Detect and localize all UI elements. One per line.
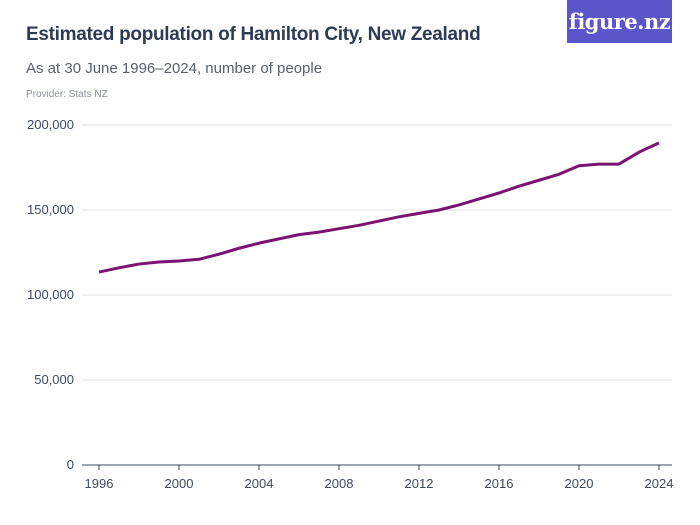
x-tick-label: 2000 [165,476,194,491]
y-tick-label: 200,000 [27,117,74,132]
y-tick-label: 150,000 [27,202,74,217]
x-tick-label: 2016 [485,476,514,491]
y-tick-label: 100,000 [27,287,74,302]
y-tick-label: 0 [67,457,74,472]
x-tick-label: 2020 [565,476,594,491]
chart-title: Estimated population of Hamilton City, N… [26,24,481,45]
x-tick-label: 1996 [85,476,114,491]
figure-nz-logo[interactable]: figure.nz [567,0,672,43]
x-tick-label: 2012 [405,476,434,491]
y-tick-label: 50,000 [34,372,74,387]
series-line-population [98,141,660,274]
x-tick-label: 2004 [245,476,274,491]
x-tick-label: 2024 [645,476,674,491]
chart-subtitle: As at 30 June 1996–2024, number of peopl… [26,60,323,77]
provider-label: Provider: Stats NZ [26,89,108,100]
x-tick-label: 2008 [325,476,354,491]
